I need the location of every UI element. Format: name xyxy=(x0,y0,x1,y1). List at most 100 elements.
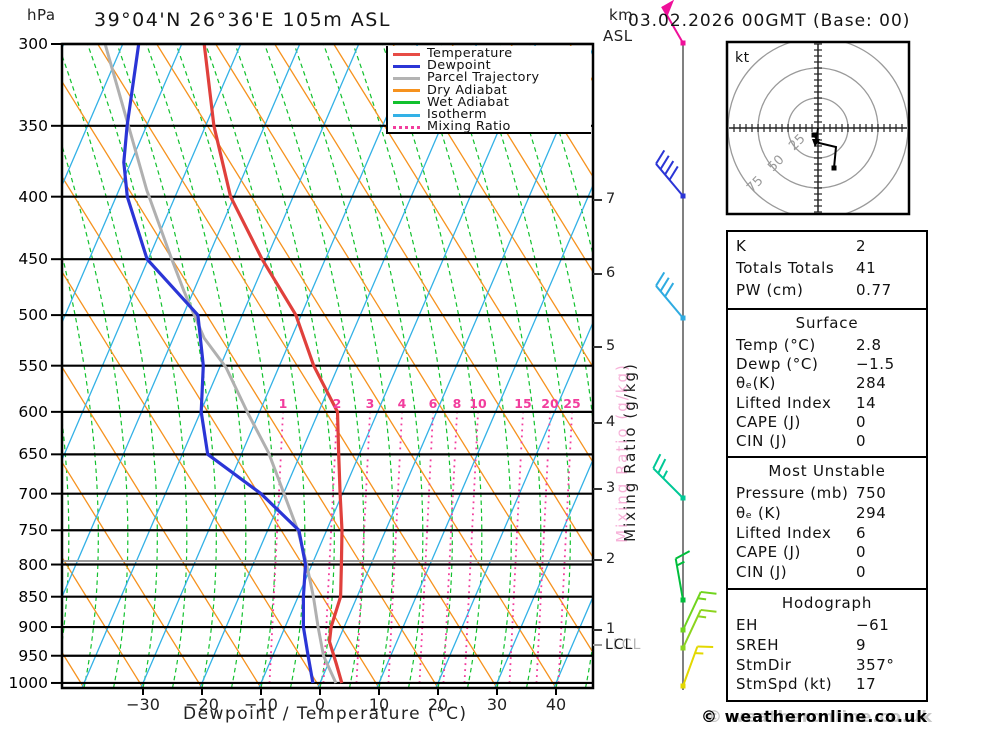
km-tick-label: 6 xyxy=(606,265,616,281)
lcl-marker-label: LCL xyxy=(605,637,634,653)
temperature-curve xyxy=(202,44,344,684)
mixing-ratio-value-label: 3 xyxy=(365,396,375,411)
table-row-value: 2 xyxy=(856,237,867,255)
legend-item: Mixing Ratio xyxy=(388,119,591,135)
km-tick-label: 3 xyxy=(606,480,616,496)
pressure-tick-label: 550 xyxy=(18,357,48,375)
dry-adiabat-line xyxy=(451,44,593,274)
wet-adiabat-line xyxy=(381,44,483,688)
table-row-label: Dewp (°C) xyxy=(736,355,819,374)
legend-item: Dewpoint xyxy=(388,58,591,74)
km-tick-label: 7 xyxy=(606,191,616,207)
pressure-tick-label: 650 xyxy=(18,445,48,463)
isotherm-line xyxy=(62,44,124,187)
table-row-value: 41 xyxy=(856,259,877,277)
dry-adiabat-line xyxy=(62,365,262,688)
wet-adiabat-line xyxy=(145,44,247,688)
legend-swatch xyxy=(393,76,420,80)
wet-adiabat-line xyxy=(263,44,365,688)
table-row-value: 2.8 xyxy=(856,336,882,354)
wind-barb xyxy=(674,550,691,603)
copyright: © weatheronline.co.uk xyxy=(701,707,929,726)
run-date: 03.02.2026 00GMT (Base: 00) xyxy=(628,11,911,31)
pressure-tick-label: 900 xyxy=(18,618,48,636)
legend-label: Mixing Ratio xyxy=(427,119,511,135)
hodograph-kt-label: kt xyxy=(735,50,750,66)
mixing-ratio-value-label: 1 xyxy=(278,396,288,411)
table-row-label: CIN (J) xyxy=(736,431,788,450)
mixing-ratio-value-label: 8 xyxy=(452,396,462,411)
table-row-label: CAPE (J) xyxy=(736,543,801,562)
table-row-value: 6 xyxy=(856,523,867,542)
table-row-label: θₑ(K) xyxy=(736,374,776,393)
legend-swatch xyxy=(393,52,420,56)
wind-barb xyxy=(655,149,686,199)
x-axis-title: Dewpoint / Temperature (°C) xyxy=(183,704,468,724)
legend: Temperature Dewpoint Parcel Trajectory Dry … xyxy=(386,46,591,134)
table-section-title: Hodograph xyxy=(781,594,873,612)
wet-adiabat-line xyxy=(499,44,593,688)
pressure-axis-unit: hPa xyxy=(27,6,56,24)
temp-tick-label: 30 xyxy=(486,695,508,714)
wind-barb-base-dot xyxy=(680,627,686,633)
wet-adiabat-line xyxy=(322,44,424,688)
table-row-value: 17 xyxy=(856,675,877,694)
km-axis-unit: km xyxy=(609,6,634,24)
asl-axis-unit: ASL xyxy=(603,27,633,45)
table-row-label: Lifted Index xyxy=(736,393,832,412)
km-tick-label: 1 xyxy=(606,621,616,637)
km-tick-label: 5 xyxy=(606,338,616,354)
mixing-ratio-value-label: 20 xyxy=(541,396,559,411)
table-section-title: Most Unstable xyxy=(768,462,886,480)
mixing-ratio-value-label: 6 xyxy=(428,396,438,411)
legend-swatch xyxy=(393,101,420,105)
wind-barb-base-dot xyxy=(680,193,686,199)
mixing-ratio-value-label: 2 xyxy=(332,396,342,411)
table-row-label: Pressure (mb) xyxy=(736,484,849,502)
table-row-label: CIN (J) xyxy=(736,563,788,582)
wind-barb-base-dot xyxy=(680,495,686,501)
mixing-ratio-value-label: 15 xyxy=(514,396,532,411)
legend-label: Dry Adiabat xyxy=(427,82,508,98)
legend-label: Isotherm xyxy=(427,107,487,123)
legend-label: Dewpoint xyxy=(427,58,492,74)
wind-barb-base-dot xyxy=(680,40,686,46)
wet-adiabat-line xyxy=(62,415,70,648)
pressure-tick-label: 500 xyxy=(18,306,48,324)
wind-barb xyxy=(652,453,686,501)
table-row-label: θₑ (K) xyxy=(736,503,782,522)
table-row-label: Totals Totals xyxy=(736,259,835,277)
pressure-tick-label: 950 xyxy=(18,647,48,665)
table-row-label: StmSpd (kt) xyxy=(736,675,833,694)
legend-label: Parcel Trajectory xyxy=(427,70,540,86)
table-row-label: Lifted Index xyxy=(736,523,832,542)
wind-barb xyxy=(661,0,686,46)
parcel-trajectory-curve xyxy=(103,44,338,684)
sounding-curves xyxy=(103,44,344,684)
pressure-tick-label: 300 xyxy=(18,35,48,53)
wet-adiabat-line xyxy=(86,44,188,688)
legend-label: Wet Adiabat xyxy=(427,94,510,110)
table-row-value: −61 xyxy=(856,616,890,634)
temp-tick-label: 10 xyxy=(368,695,390,714)
table-row-label: CAPE (J) xyxy=(736,412,801,431)
table-row-label: StmDir xyxy=(736,655,792,674)
lcl-marker-shadow: LCL xyxy=(613,637,642,653)
table-row-value: 284 xyxy=(856,374,887,393)
table-row-label: SREH xyxy=(736,635,780,654)
legend-item: Dry Adiabat xyxy=(388,82,591,98)
pressure-tick-label: 850 xyxy=(18,588,48,606)
legend-item: Isotherm xyxy=(388,107,591,123)
legend-item: Wet Adiabat xyxy=(388,94,591,110)
table-row-value: 294 xyxy=(856,503,887,522)
table-row-value: 0 xyxy=(856,563,867,582)
temp-tick-label: 0 xyxy=(314,695,326,714)
mixing-ratio-value-label: 4 xyxy=(397,396,407,411)
pressure-tick-label: 1000 xyxy=(8,674,48,692)
pressure-tick-label: 450 xyxy=(18,250,48,268)
wind-barb-base-dot xyxy=(680,597,686,603)
temp-tick-label: 20 xyxy=(427,695,449,714)
table-row-label: K xyxy=(736,237,747,255)
